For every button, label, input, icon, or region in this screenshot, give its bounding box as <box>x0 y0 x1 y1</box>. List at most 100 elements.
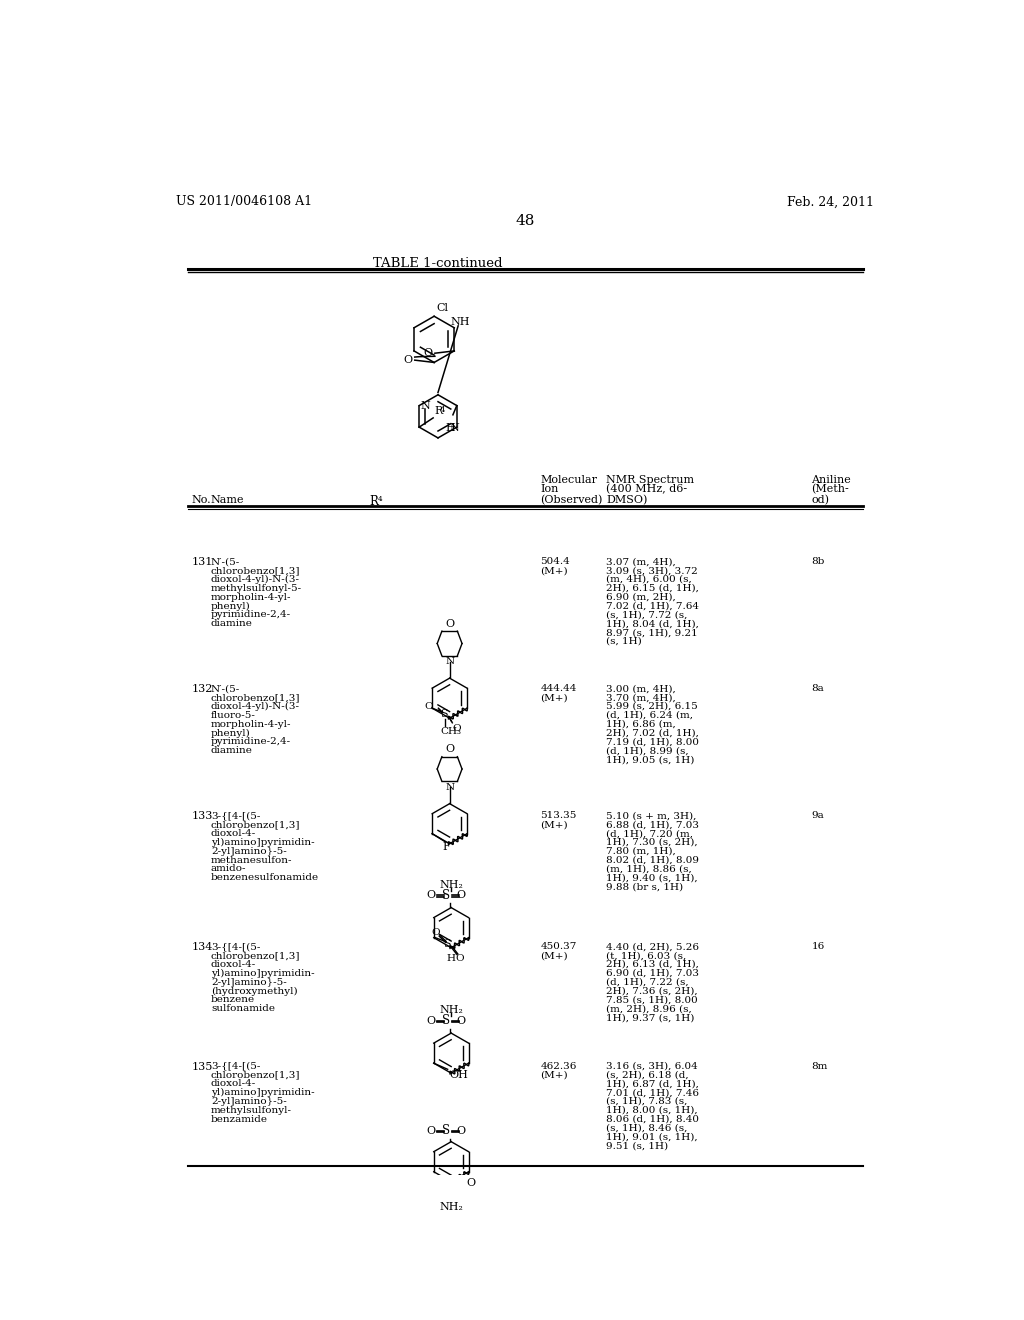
Text: 2H), 7.36 (s, 2H),: 2H), 7.36 (s, 2H), <box>606 986 697 995</box>
Text: 1H), 8.04 (d, 1H),: 1H), 8.04 (d, 1H), <box>606 619 699 628</box>
Text: 1H), 6.87 (d, 1H),: 1H), 6.87 (d, 1H), <box>606 1080 699 1088</box>
Text: morpholin-4-yl-: morpholin-4-yl- <box>211 719 292 729</box>
Text: 6.90 (d, 1H), 7.03: 6.90 (d, 1H), 7.03 <box>606 969 699 978</box>
Text: 6.88 (d, 1H), 7.03: 6.88 (d, 1H), 7.03 <box>606 820 699 829</box>
Text: 7.85 (s, 1H), 8.00: 7.85 (s, 1H), 8.00 <box>606 995 698 1005</box>
Text: 8a: 8a <box>812 684 824 693</box>
Text: 2H), 6.15 (d, 1H),: 2H), 6.15 (d, 1H), <box>606 583 699 593</box>
Text: 8.02 (d, 1H), 8.09: 8.02 (d, 1H), 8.09 <box>606 855 699 865</box>
Text: US 2011/0046108 A1: US 2011/0046108 A1 <box>176 195 312 209</box>
Text: 3.09 (s, 3H), 3.72: 3.09 (s, 3H), 3.72 <box>606 566 698 576</box>
Text: phenyl): phenyl) <box>211 602 251 611</box>
Text: O: O <box>457 890 466 900</box>
Text: dioxol-4-: dioxol-4- <box>211 960 256 969</box>
Text: O: O <box>432 928 440 937</box>
Text: 8b: 8b <box>812 557 825 566</box>
Text: 1H), 8.00 (s, 1H),: 1H), 8.00 (s, 1H), <box>606 1106 697 1115</box>
Text: (s, 1H), 8.46 (s,: (s, 1H), 8.46 (s, <box>606 1123 687 1133</box>
Text: (s, 2H), 6.18 (d,: (s, 2H), 6.18 (d, <box>606 1071 689 1080</box>
Text: S: S <box>440 709 447 719</box>
Text: 16: 16 <box>812 942 824 952</box>
Text: O: O <box>457 1126 466 1137</box>
Text: (t, 1H), 6.03 (s,: (t, 1H), 6.03 (s, <box>606 952 686 960</box>
Text: amido-: amido- <box>211 865 247 874</box>
Text: (hydroxymethyl): (hydroxymethyl) <box>211 986 298 995</box>
Text: NH₂: NH₂ <box>439 1006 463 1015</box>
Text: (M+): (M+) <box>541 693 568 702</box>
Text: O: O <box>423 348 432 358</box>
Text: Name: Name <box>211 495 245 504</box>
Text: Aniline: Aniline <box>812 475 851 484</box>
Text: 2H), 6.13 (d, 1H),: 2H), 6.13 (d, 1H), <box>606 960 699 969</box>
Text: N: N <box>421 401 430 412</box>
Text: 1H), 9.40 (s, 1H),: 1H), 9.40 (s, 1H), <box>606 874 697 882</box>
Text: 1H), 9.37 (s, 1H): 1H), 9.37 (s, 1H) <box>606 1014 694 1022</box>
Text: 7.01 (d, 1H), 7.46: 7.01 (d, 1H), 7.46 <box>606 1088 699 1097</box>
Text: Feb. 24, 2011: Feb. 24, 2011 <box>786 195 873 209</box>
Text: (M+): (M+) <box>541 566 568 576</box>
Text: (d, 1H), 7.20 (m,: (d, 1H), 7.20 (m, <box>606 829 693 838</box>
Text: fluoro-5-: fluoro-5- <box>211 711 256 719</box>
Text: 5.10 (s + m, 3H),: 5.10 (s + m, 3H), <box>606 812 696 820</box>
Text: O: O <box>445 619 455 628</box>
Text: (400 MHz, d6-: (400 MHz, d6- <box>606 484 687 495</box>
Text: 132: 132 <box>191 684 213 694</box>
Text: DMSO): DMSO) <box>606 495 647 506</box>
Text: O: O <box>425 702 433 711</box>
Text: (m, 4H), 6.00 (s,: (m, 4H), 6.00 (s, <box>606 576 692 583</box>
Text: F: F <box>442 842 450 851</box>
Text: Molecular: Molecular <box>541 475 597 484</box>
Text: 134: 134 <box>191 942 213 952</box>
Text: chlorobenzo[1,3]: chlorobenzo[1,3] <box>211 693 300 702</box>
Text: TABLE 1-continued: TABLE 1-continued <box>374 257 503 271</box>
Text: 7.02 (d, 1H), 7.64: 7.02 (d, 1H), 7.64 <box>606 602 699 611</box>
Text: od): od) <box>812 495 829 506</box>
Text: yl)amino]pyrimidin-: yl)amino]pyrimidin- <box>211 838 314 847</box>
Text: 135: 135 <box>191 1061 213 1072</box>
Text: sulfonamide: sulfonamide <box>211 1005 274 1014</box>
Text: N′-(5-: N′-(5- <box>211 684 241 693</box>
Text: methylsulfonyl-5-: methylsulfonyl-5- <box>211 583 302 593</box>
Text: 4: 4 <box>440 407 445 414</box>
Text: NH: NH <box>451 317 470 327</box>
Text: 6.90 (m, 2H),: 6.90 (m, 2H), <box>606 593 676 602</box>
Text: 3.00 (m, 4H),: 3.00 (m, 4H), <box>606 684 676 693</box>
Text: N: N <box>445 783 455 792</box>
Text: N: N <box>450 422 459 433</box>
Text: O: O <box>457 1016 466 1026</box>
Text: (d, 1H), 8.99 (s,: (d, 1H), 8.99 (s, <box>606 746 689 755</box>
Text: (M+): (M+) <box>541 952 568 961</box>
Text: 1H), 9.01 (s, 1H),: 1H), 9.01 (s, 1H), <box>606 1133 697 1142</box>
Text: dioxol-4-yl)-N-(3-: dioxol-4-yl)-N-(3- <box>211 576 300 583</box>
Text: 1H), 7.30 (s, 2H),: 1H), 7.30 (s, 2H), <box>606 838 697 847</box>
Text: 444.44: 444.44 <box>541 684 577 693</box>
Text: H: H <box>446 954 456 962</box>
Text: 462.36: 462.36 <box>541 1061 577 1071</box>
Text: O: O <box>467 1179 476 1188</box>
Text: S: S <box>443 939 451 949</box>
Text: (s, 1H), 7.83 (s,: (s, 1H), 7.83 (s, <box>606 1097 687 1106</box>
Text: yl)amino]pyrimidin-: yl)amino]pyrimidin- <box>211 969 314 978</box>
Text: 133: 133 <box>191 812 213 821</box>
Text: chlorobenzo[1,3]: chlorobenzo[1,3] <box>211 566 300 576</box>
Text: (M+): (M+) <box>541 1071 568 1080</box>
Text: (m, 2H), 8.96 (s,: (m, 2H), 8.96 (s, <box>606 1005 692 1014</box>
Text: NH₂: NH₂ <box>439 880 463 890</box>
Text: methanesulfon-: methanesulfon- <box>211 855 293 865</box>
Text: (d, 1H), 7.22 (s,: (d, 1H), 7.22 (s, <box>606 978 689 986</box>
Text: N′-(5-: N′-(5- <box>211 557 241 566</box>
Text: 513.35: 513.35 <box>541 812 577 820</box>
Text: methylsulfonyl-: methylsulfonyl- <box>211 1106 292 1115</box>
Text: No.: No. <box>191 495 211 504</box>
Text: (d, 1H), 6.24 (m,: (d, 1H), 6.24 (m, <box>606 711 693 719</box>
Text: O: O <box>426 890 435 900</box>
Text: chlorobenzo[1,3]: chlorobenzo[1,3] <box>211 1071 300 1080</box>
Text: yl)amino]pyrimidin-: yl)amino]pyrimidin- <box>211 1088 314 1097</box>
Text: 3.16 (s, 3H), 6.04: 3.16 (s, 3H), 6.04 <box>606 1061 698 1071</box>
Text: O: O <box>426 1126 435 1137</box>
Text: NH₂: NH₂ <box>439 1201 463 1212</box>
Text: O: O <box>426 1016 435 1026</box>
Text: 3-{[4-[(5-: 3-{[4-[(5- <box>211 812 260 820</box>
Text: S: S <box>442 1014 451 1027</box>
Text: O: O <box>403 355 413 366</box>
